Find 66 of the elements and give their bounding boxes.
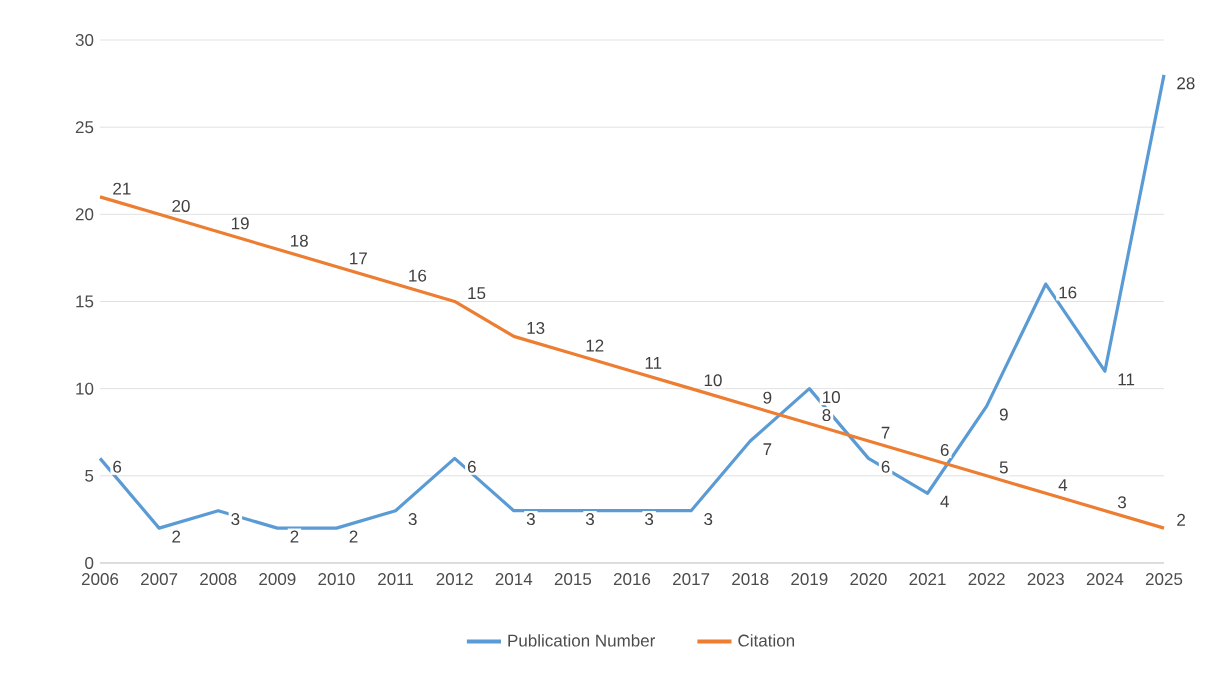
x-tick-label: 2017: [673, 573, 710, 586]
data-label: 3: [231, 513, 240, 526]
data-label: 12: [586, 339, 604, 352]
x-tick-label: 2006: [81, 573, 119, 586]
data-label: 18: [291, 234, 308, 247]
x-tick-label: 2010: [318, 573, 355, 586]
data-label: 2: [172, 530, 181, 543]
data-label: 2: [1177, 513, 1185, 526]
data-label: 21: [113, 182, 131, 195]
legend-label: Citation: [738, 634, 795, 647]
x-tick-label: 2011: [378, 573, 414, 586]
x-tick-label: 2008: [200, 573, 237, 586]
data-label: 19: [231, 217, 249, 230]
x-tick-label: 2007: [141, 573, 178, 586]
data-label: 11: [645, 357, 662, 369]
data-label: 11: [1118, 373, 1135, 386]
y-tick-label: 20: [75, 208, 94, 221]
x-tick-label: 2023: [1027, 573, 1064, 586]
x-tick-label: 2009: [259, 573, 296, 586]
y-tick-label: 15: [76, 295, 94, 308]
data-label: 10: [704, 374, 722, 387]
data-label: 20: [172, 199, 190, 212]
data-label: 3: [704, 513, 713, 526]
data-label: 2: [349, 530, 358, 543]
data-label: 9: [999, 408, 1008, 421]
y-tick-label: 0: [85, 556, 94, 569]
x-tick-label: 2014: [495, 573, 533, 586]
data-label: 3: [585, 513, 595, 526]
y-tick-label: 30: [75, 33, 94, 46]
x-tick-label: 2015: [554, 573, 592, 586]
x-tick-label: 2021: [909, 573, 946, 586]
data-label: 8: [822, 409, 831, 422]
legend-label: Publication Number: [508, 634, 656, 647]
data-label: 7: [881, 426, 890, 439]
data-label: 6: [940, 443, 949, 456]
x-tick-label: 2025: [1145, 573, 1183, 586]
data-label: 4: [940, 495, 949, 508]
data-label: 5: [999, 461, 1008, 474]
x-tick-label: 2012: [436, 573, 473, 586]
data-label: 7: [763, 443, 772, 456]
x-tick-label: 2016: [613, 573, 651, 586]
data-label: 28: [1177, 77, 1195, 90]
x-tick-label: 2019: [791, 573, 828, 586]
data-label: 3: [1117, 496, 1127, 509]
x-tick-label: 2020: [850, 573, 887, 586]
data-label: 15: [468, 287, 486, 300]
data-label: 6: [113, 460, 122, 473]
data-label: 17: [350, 252, 367, 265]
data-label: 2: [290, 530, 299, 543]
data-label: 3: [645, 513, 654, 526]
data-label: 10: [823, 391, 840, 404]
data-label: 6: [881, 460, 890, 473]
data-label: 13: [527, 321, 545, 334]
data-label: 4: [1058, 479, 1068, 491]
data-label: 3: [408, 513, 417, 526]
x-tick-label: 2018: [732, 573, 769, 586]
data-label: 3: [526, 513, 535, 526]
y-tick-label: 10: [76, 382, 94, 395]
y-tick-label: 5: [85, 469, 94, 482]
x-tick-label: 2024: [1086, 573, 1124, 586]
y-tick-label: 25: [75, 121, 94, 134]
data-label: 16: [1059, 286, 1077, 299]
data-label: 6: [467, 460, 476, 473]
data-label: 9: [763, 391, 772, 404]
x-tick-label: 2022: [968, 573, 1005, 586]
data-label: 16: [409, 269, 427, 282]
